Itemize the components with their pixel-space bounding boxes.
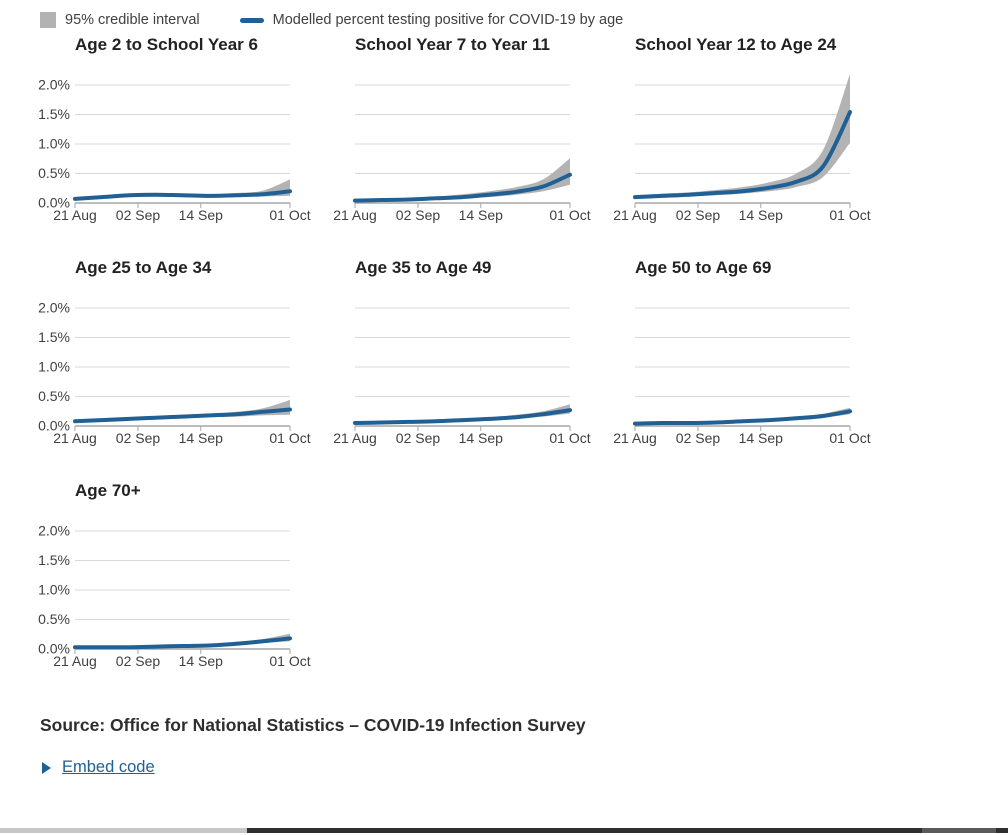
x-tick-label: 14 Sep: [179, 207, 224, 223]
age-group-chart: 21 Aug 02 Sep 14 Sep 01 Oct: [613, 307, 871, 446]
x-tick-label: 02 Sep: [396, 207, 441, 223]
scrollbar-track[interactable]: [0, 828, 247, 833]
chart-row-2: Age 25 to Age 34 0.0% 0.5% 1.0% 1.5% 2.0% 21 …: [38, 251, 1008, 452]
modelled-line: [353, 172, 572, 203]
panel-title: School Year 12 to Age 24: [635, 35, 837, 54]
age-group-chart: 21 Aug 02 Sep 14 Sep 01 Oct: [613, 74, 871, 223]
x-tick-label: 01 Oct: [269, 653, 310, 669]
chart-panel-school-year-12-to-age-24: School Year 12 to Age 24 21 Aug 02 Sep 14 …: [600, 28, 880, 229]
y-tick-label: 0.0%: [38, 641, 70, 657]
panel-title: School Year 7 to Year 11: [355, 35, 550, 54]
x-tick-label: 21 Aug: [333, 207, 377, 223]
y-tick-label: 1.0%: [38, 582, 70, 598]
chart-panel-age-50-to-69: Age 50 to Age 69 21 Aug 02 Sep 14 Sep 01 Oc…: [600, 251, 880, 452]
modelled-line: [73, 189, 292, 201]
credible-interval-band: [635, 74, 850, 199]
modelled-line-swatch-icon: [239, 17, 264, 23]
legend-item-credible-interval: 95% credible interval: [40, 12, 200, 28]
x-tick-label: 02 Sep: [676, 207, 721, 223]
x-tick-label: 02 Sep: [116, 653, 161, 669]
chart-panel-age-25-to-34: Age 25 to Age 34 0.0% 0.5% 1.0% 1.5% 2.0% 21 …: [38, 251, 320, 452]
y-tick-label: 2.0%: [38, 300, 70, 316]
x-tick-label: 14 Sep: [739, 207, 784, 223]
x-tick-label: 14 Sep: [179, 653, 224, 669]
x-tick-label: 21 Aug: [53, 430, 97, 446]
legend-item-modelled-line: Modelled percent testing positive for CO…: [239, 12, 624, 28]
panel-title: Age 50 to Age 69: [635, 258, 772, 277]
legend-label-credible-interval: 95% credible interval: [65, 12, 200, 28]
age-group-chart: 0.0% 0.5% 1.0% 1.5% 2.0% 21 Aug 02 Sep 14 Sep 01…: [38, 300, 311, 447]
y-tick-label: 1.5%: [38, 106, 70, 122]
embed-code-row: Embed code: [42, 758, 1008, 777]
y-tick-label: 1.5%: [38, 329, 70, 345]
modelled-line: [73, 636, 292, 650]
chart-panel-age-2-to-school-year-6: Age 2 to School Year 6 0.0% 0.5% 1.0% 1.5% 2…: [38, 28, 320, 229]
y-tick-label: 1.0%: [38, 136, 70, 152]
embed-code-link[interactable]: Embed code: [62, 758, 155, 776]
panel-title: Age 35 to Age 49: [355, 258, 492, 277]
x-tick-label: 01 Oct: [269, 207, 310, 223]
chart-panel-age-70-plus: Age 70+ 0.0% 0.5% 1.0% 1.5% 2.0% 21 Aug 02 Sep…: [38, 474, 320, 675]
scrollbar-thumb[interactable]: [247, 828, 922, 833]
x-tick-label: 01 Oct: [829, 430, 870, 446]
chart-panel-age-35-to-49: Age 35 to Age 49 21 Aug 02 Sep 14 Sep 01 Oc…: [320, 251, 600, 452]
credible-interval-swatch-icon: [40, 12, 56, 28]
x-tick-label: 02 Sep: [116, 207, 161, 223]
panel-title: Age 25 to Age 34: [75, 258, 212, 277]
modelled-line: [353, 408, 572, 425]
x-tick-label: 14 Sep: [179, 430, 224, 446]
x-tick-label: 21 Aug: [53, 653, 97, 669]
y-tick-label: 0.0%: [38, 195, 70, 211]
panel-title: Age 70+: [75, 481, 141, 500]
y-tick-label: 0.5%: [38, 611, 70, 627]
y-tick-label: 0.0%: [38, 418, 70, 434]
x-tick-label: 02 Sep: [676, 430, 721, 446]
x-tick-label: 21 Aug: [613, 430, 657, 446]
x-tick-label: 02 Sep: [396, 430, 441, 446]
y-tick-label: 0.5%: [38, 165, 70, 181]
legend-label-modelled-line: Modelled percent testing positive for CO…: [272, 12, 624, 28]
y-tick-label: 2.0%: [38, 77, 70, 93]
horizontal-scrollbar[interactable]: [0, 828, 1008, 833]
x-tick-label: 21 Aug: [333, 430, 377, 446]
panel-title: Age 2 to School Year 6: [75, 35, 258, 54]
expand-triangle-icon[interactable]: [42, 761, 51, 774]
scrollbar-thumb-segment[interactable]: [922, 828, 996, 833]
y-tick-label: 0.5%: [38, 388, 70, 404]
modelled-line: [633, 409, 852, 426]
chart-row-3: Age 70+ 0.0% 0.5% 1.0% 1.5% 2.0% 21 Aug 02 Sep…: [38, 474, 1008, 675]
age-group-chart: 0.0% 0.5% 1.0% 1.5% 2.0% 21 Aug 02 Sep 14 Sep 01…: [38, 77, 311, 224]
y-tick-label: 1.5%: [38, 552, 70, 568]
x-tick-label: 01 Oct: [269, 430, 310, 446]
x-tick-label: 01 Oct: [549, 207, 590, 223]
x-tick-label: 14 Sep: [459, 207, 504, 223]
x-tick-label: 01 Oct: [549, 430, 590, 446]
modelled-line: [73, 407, 292, 424]
y-tick-label: 1.0%: [38, 359, 70, 375]
chart-row-1: Age 2 to School Year 6 0.0% 0.5% 1.0% 1.5% 2…: [38, 28, 1008, 229]
credible-interval-band: [355, 158, 570, 202]
x-tick-label: 21 Aug: [53, 207, 97, 223]
x-tick-label: 01 Oct: [829, 207, 870, 223]
modelled-line: [633, 110, 852, 200]
source-attribution: Source: Office for National Statistics –…: [40, 715, 586, 735]
y-tick-label: 2.0%: [38, 523, 70, 539]
chart-legend: 95% credible interval Modelled percent t…: [0, 0, 1008, 28]
age-group-chart: 21 Aug 02 Sep 14 Sep 01 Oct: [333, 307, 591, 446]
age-group-chart: 21 Aug 02 Sep 14 Sep 01 Oct: [333, 84, 591, 223]
x-tick-label: 14 Sep: [739, 430, 784, 446]
chart-panel-school-year-7-to-11: School Year 7 to Year 11 21 Aug 02 Sep 14 …: [320, 28, 600, 229]
x-tick-label: 14 Sep: [459, 430, 504, 446]
age-group-chart: 0.0% 0.5% 1.0% 1.5% 2.0% 21 Aug 02 Sep 14 Sep 01…: [38, 523, 311, 670]
x-tick-label: 02 Sep: [116, 430, 161, 446]
scrollbar-thumb-end[interactable]: [996, 828, 1008, 833]
x-tick-label: 21 Aug: [613, 207, 657, 223]
